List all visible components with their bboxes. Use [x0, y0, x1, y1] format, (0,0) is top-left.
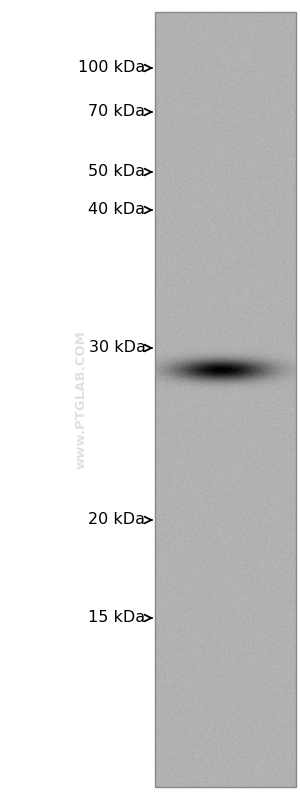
Text: www.PTGLAB.COM: www.PTGLAB.COM	[74, 330, 88, 469]
Text: 30 kDa: 30 kDa	[88, 340, 146, 356]
Text: 15 kDa: 15 kDa	[88, 610, 146, 626]
Text: 70 kDa: 70 kDa	[88, 105, 146, 120]
Text: 40 kDa: 40 kDa	[88, 202, 146, 217]
Text: 100 kDa: 100 kDa	[78, 61, 146, 75]
Text: 50 kDa: 50 kDa	[88, 165, 146, 180]
Text: 20 kDa: 20 kDa	[88, 512, 146, 527]
